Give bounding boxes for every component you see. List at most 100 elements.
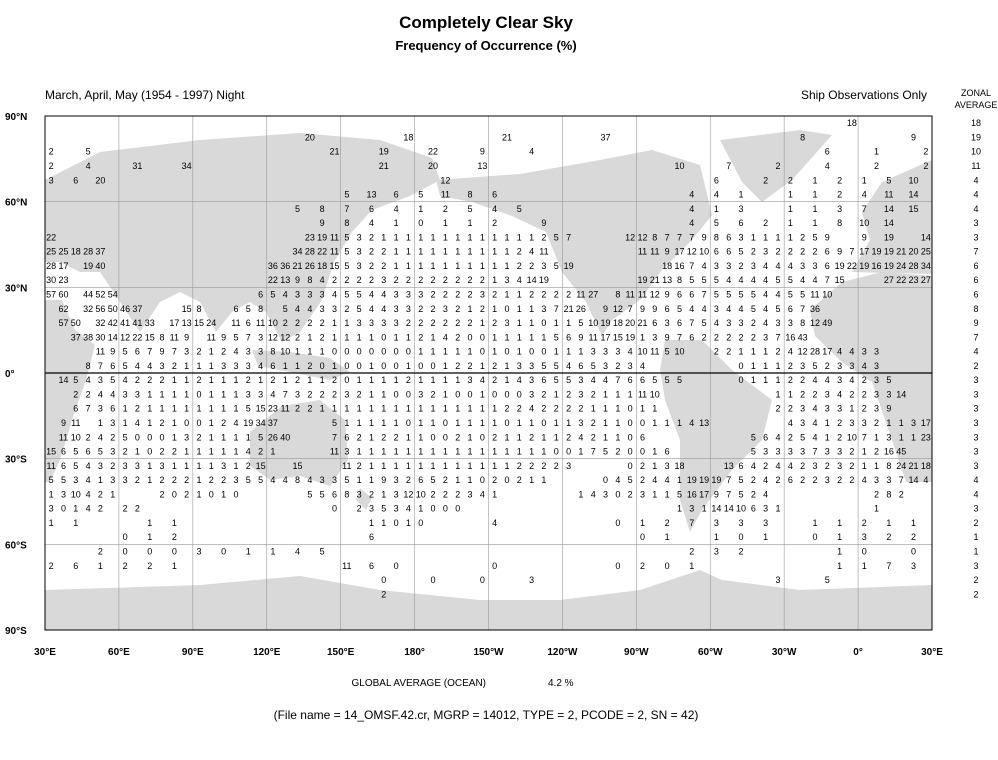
cell-value: 3: [862, 418, 867, 428]
cell-value: 5: [603, 447, 608, 457]
cell-value: 7: [344, 204, 349, 214]
cell-value: 15: [329, 261, 339, 271]
cell-value: 2: [517, 261, 522, 271]
cell-value: 21: [650, 275, 660, 285]
cell-value: 3: [406, 304, 411, 314]
cell-value: 2: [369, 247, 374, 257]
cell-value: 1: [529, 304, 534, 314]
cell-value: 7: [862, 204, 867, 214]
cell-value: 4: [480, 489, 485, 499]
cell-value: 3: [726, 318, 731, 328]
cell-value: 2: [160, 375, 165, 385]
cell-value: 1: [98, 561, 103, 571]
cell-value: 1: [665, 532, 670, 542]
x-tick-label: 30°W: [772, 647, 797, 658]
cell-value: 5: [468, 204, 473, 214]
cell-value: 3: [221, 461, 226, 471]
cell-value: 1: [320, 375, 325, 385]
cell-value: 2: [221, 347, 226, 357]
cell-value: 46: [120, 304, 130, 314]
cell-value: 5: [110, 375, 115, 385]
cell-value: 3: [307, 289, 312, 299]
cell-value: 2: [751, 247, 756, 257]
cell-value: 1: [529, 418, 534, 428]
cell-value: 1: [911, 432, 916, 442]
cell-value: 1: [603, 432, 608, 442]
cell-value: 3: [763, 247, 768, 257]
cell-value: 11: [638, 247, 647, 257]
cell-value: 1: [504, 289, 509, 299]
cell-value: 3: [504, 318, 509, 328]
cell-value: 2: [529, 261, 534, 271]
cell-value: 3: [911, 561, 916, 571]
cell-value: 34: [921, 261, 931, 271]
cell-value: 1: [406, 432, 411, 442]
zonal-average: 3: [973, 375, 978, 385]
cell-value: 1: [381, 232, 386, 242]
cell-value: 2: [160, 447, 165, 457]
cell-value: 19: [872, 247, 882, 257]
cell-value: 1: [591, 404, 596, 414]
cell-value: 1: [862, 447, 867, 457]
cell-value: 1: [406, 461, 411, 471]
cell-value: 2: [529, 461, 534, 471]
cell-value: 2: [578, 404, 583, 414]
cell-value: 1: [603, 404, 608, 414]
cell-value: 1: [295, 347, 300, 357]
cell-value: 8: [677, 275, 682, 285]
cell-value: 2: [492, 432, 497, 442]
cell-value: 1: [788, 389, 793, 399]
cell-value: 2: [554, 461, 559, 471]
cell-value: 1: [394, 332, 399, 342]
cell-value: 3: [295, 289, 300, 299]
cell-value: 4: [307, 304, 312, 314]
zonal-average: 6: [973, 289, 978, 299]
cell-value: 3: [886, 389, 891, 399]
cell-value: 3: [775, 447, 780, 457]
land-shape: [810, 272, 932, 482]
cell-value: 11: [281, 404, 290, 414]
cell-value: 36: [268, 261, 278, 271]
cell-value: 2: [172, 447, 177, 457]
cell-value: 1: [837, 561, 842, 571]
cell-value: 1: [98, 475, 103, 485]
cell-value: 1: [147, 475, 152, 485]
cell-value: 28: [810, 347, 820, 357]
cell-value: 2: [923, 147, 928, 157]
cell-value: 2: [529, 432, 534, 442]
cell-value: 1: [184, 375, 189, 385]
cell-value: 1: [751, 361, 756, 371]
cell-value: 1: [196, 461, 201, 471]
zonal-average: 8: [973, 304, 978, 314]
cell-value: 50: [108, 304, 118, 314]
cell-value: 1: [369, 518, 374, 528]
cell-value: 3: [874, 375, 879, 385]
cell-value: 4: [763, 304, 768, 314]
cell-value: 1: [443, 461, 448, 471]
cell-value: 5: [714, 218, 719, 228]
cell-value: 3: [246, 389, 251, 399]
cell-value: 1: [480, 389, 485, 399]
cell-value: 5: [812, 232, 817, 242]
cell-value: 2: [394, 275, 399, 285]
cell-value: 6: [825, 247, 830, 257]
cell-value: 5: [283, 304, 288, 314]
cell-value: 1: [394, 247, 399, 257]
cell-value: 6: [825, 147, 830, 157]
cell-value: 5: [812, 361, 817, 371]
cell-value: 13: [280, 275, 290, 285]
cell-value: 1: [172, 389, 177, 399]
cell-value: 2: [455, 289, 460, 299]
cell-value: 15: [194, 318, 204, 328]
cell-value: 1: [233, 461, 238, 471]
cell-value: 1: [406, 232, 411, 242]
cell-value: 5: [751, 432, 756, 442]
cell-value: 1: [455, 247, 460, 257]
cell-value: 43: [798, 332, 808, 342]
y-tick-label: 60°N: [5, 198, 27, 209]
cell-value: 2: [320, 318, 325, 328]
cell-value: 0: [739, 532, 744, 542]
cell-value: 1: [812, 190, 817, 200]
zonal-average: 4: [973, 347, 978, 357]
cell-value: 42: [108, 318, 118, 328]
